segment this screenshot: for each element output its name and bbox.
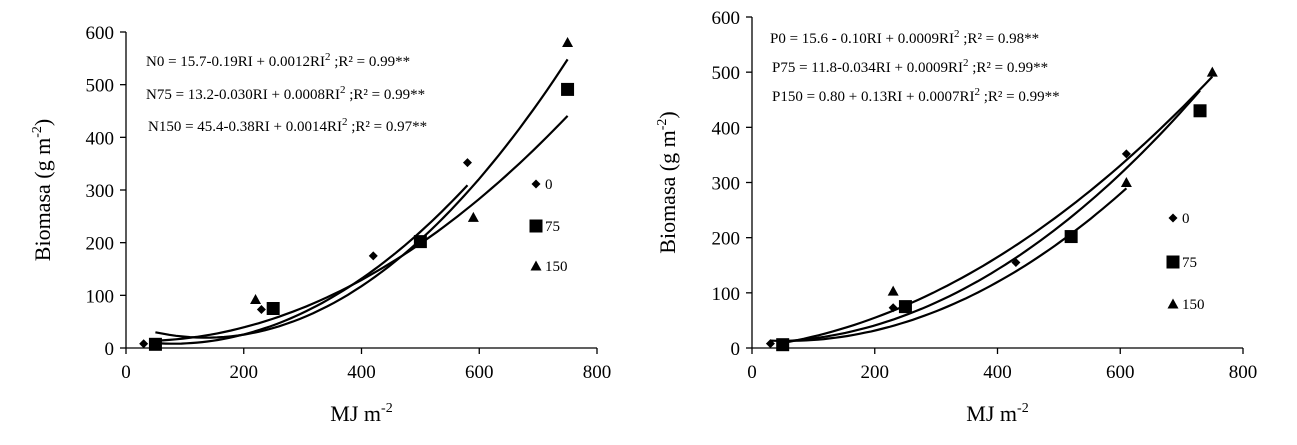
regression-equation: N75 = 13.2-0.030RI + 0.0008RI2 ;R² = 0.9… (146, 84, 425, 103)
data-point-series-0 (256, 305, 266, 315)
data-point-series-75 (1064, 230, 1078, 244)
data-point-series-75 (413, 235, 427, 249)
x-tick-label: 400 (983, 362, 1012, 383)
y-axis-title: Biomasa (g m-2) (655, 111, 680, 253)
x-axis-title: MJ m-2 (966, 401, 1028, 426)
legend-label: 75 (1182, 255, 1197, 271)
y-tick-label: 300 (712, 174, 741, 195)
data-point-series-150 (1120, 177, 1132, 187)
y-tick-label: 100 (712, 284, 741, 305)
data-point-series-75 (561, 82, 575, 96)
y-axis-title: Biomasa (g m-2) (30, 119, 55, 261)
data-point-series-150 (562, 37, 574, 48)
data-point-series-0 (462, 158, 472, 168)
data-point-series-75 (776, 338, 790, 352)
x-tick-label: 800 (1229, 362, 1258, 383)
data-point-series-150 (887, 285, 899, 296)
data-point-series-0 (1011, 257, 1021, 267)
legend-label: 150 (1182, 297, 1205, 313)
data-point-series-150 (1206, 66, 1218, 77)
fit-curve-series-75 (782, 89, 1201, 343)
legend-marker-75 (1166, 255, 1180, 269)
y-tick-label: 400 (712, 118, 741, 139)
fit-curve-series-150 (782, 75, 1214, 345)
data-point-series-0 (765, 339, 775, 349)
chart-panel-1: 0 200 400 600 800 0 100 200 300 400 500 600 MJ m-2 Bi… (30, 23, 611, 426)
data-point-series-0 (139, 339, 149, 349)
legend-marker-150 (530, 260, 542, 271)
y-tick-label: 0 (731, 339, 741, 360)
regression-equation: N0 = 15.7-0.19RI + 0.0012RI2 ;R² = 0.99*… (146, 51, 410, 70)
legend-marker-0 (531, 179, 541, 189)
y-tick-label: 200 (712, 229, 741, 250)
y-tick-label: 200 (86, 234, 115, 255)
chart-panel-2: 0 200 400 600 800 0 100 200 300 400 500 600 MJ m-2 Bi… (655, 8, 1257, 426)
legend-label: 0 (545, 177, 553, 193)
regression-equation: N150 = 45.4-0.38RI + 0.0014RI2 ;R² = 0.9… (148, 116, 427, 135)
regression-equation: P150 = 0.80 + 0.13RI + 0.0007RI2 ;R² = 0… (772, 86, 1060, 105)
x-tick-label: 800 (583, 362, 612, 383)
legend-label: 75 (545, 219, 560, 235)
legend-marker-75 (529, 219, 543, 233)
data-point-series-0 (888, 303, 898, 313)
data-point-series-75 (898, 300, 912, 314)
y-tick-label: 600 (86, 23, 115, 44)
data-point-series-75 (266, 302, 280, 315)
fit-curve-series-0 (770, 187, 1128, 342)
y-tick-label: 500 (86, 76, 115, 97)
y-tick-label: 600 (712, 8, 741, 29)
legend-label: 150 (545, 259, 568, 275)
data-point-series-150 (467, 211, 479, 222)
data-point-series-75 (1193, 104, 1207, 118)
y-tick-label: 400 (86, 128, 115, 149)
fit-curve-series-75 (155, 115, 569, 342)
fit-curve-series-0 (155, 184, 469, 345)
legend-label: 0 (1182, 211, 1190, 227)
regression-equation: P75 = 11.8-0.034RI + 0.0009RI2 ;R² = 0.9… (772, 57, 1048, 76)
fit-curve-series-150 (155, 58, 569, 339)
y-tick-label: 500 (712, 63, 741, 84)
data-point-series-0 (368, 251, 378, 261)
data-point-series-0 (1121, 149, 1131, 159)
x-tick-label: 600 (1106, 362, 1135, 383)
x-axis-title: MJ m-2 (330, 401, 392, 426)
x-tick-label: 200 (230, 362, 259, 383)
x-tick-label: 0 (121, 362, 131, 383)
y-tick-label: 100 (86, 286, 115, 307)
data-point-series-150 (250, 294, 262, 305)
legend-marker-150 (1167, 298, 1179, 309)
data-point-series-75 (148, 337, 162, 351)
x-tick-label: 200 (861, 362, 890, 383)
y-tick-label: 300 (86, 181, 115, 202)
x-tick-label: 0 (747, 362, 757, 383)
regression-equation: P0 = 15.6 - 0.10RI + 0.0009RI2 ;R² = 0.9… (770, 28, 1039, 47)
x-tick-label: 600 (465, 362, 494, 383)
x-tick-label: 400 (347, 362, 376, 383)
legend-marker-0 (1168, 213, 1178, 223)
y-tick-label: 0 (105, 339, 115, 360)
